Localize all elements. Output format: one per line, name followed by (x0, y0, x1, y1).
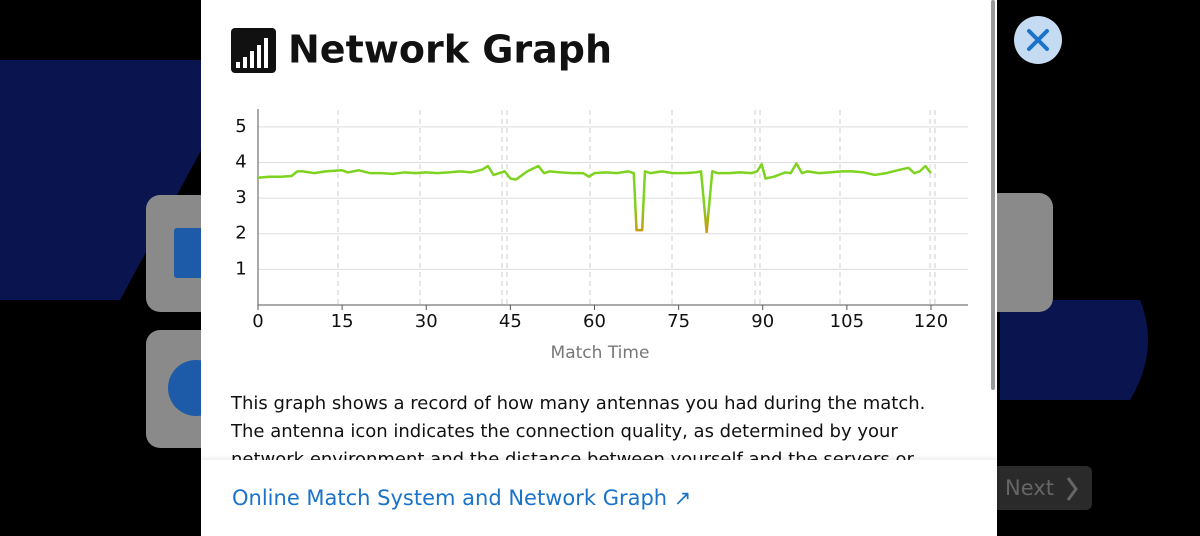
x-tick-label: 105 (830, 311, 864, 332)
bg-shape (1000, 300, 1148, 400)
x-tick-label: 120 (914, 311, 948, 332)
network-line (257, 162, 932, 234)
card-icon (174, 228, 204, 278)
x-tick-label: 45 (499, 311, 522, 332)
scrollbar (991, 0, 995, 390)
modal (201, 0, 997, 536)
y-tick-label: 2 (235, 223, 246, 244)
x-tick-label: 60 (583, 311, 606, 332)
x-tick-label: 30 (415, 311, 438, 332)
x-tick-label: 15 (331, 311, 354, 332)
y-tick-label: 1 (235, 258, 246, 279)
title: Network Graph (288, 28, 612, 72)
footer: Online Match System and Network Graph ↗ (201, 460, 997, 536)
x-tick-label: 90 (751, 311, 774, 332)
x-tick-label: 0 (252, 311, 263, 332)
y-tick-label: 5 (235, 116, 246, 137)
y-tick-label: 4 (235, 151, 246, 172)
next-label: Next (1005, 476, 1054, 500)
bg-shape (0, 60, 250, 300)
signal-bars (236, 38, 268, 68)
next-chevron (1066, 477, 1078, 501)
close-icon (1027, 29, 1049, 51)
x-tick-label: 75 (667, 311, 690, 332)
link[interactable]: Online Match System and Network Graph ↗ (232, 486, 692, 510)
y-tick-label: 3 (235, 187, 246, 208)
round-markers (337, 110, 936, 305)
x-axis-label: Match Time (551, 343, 650, 363)
